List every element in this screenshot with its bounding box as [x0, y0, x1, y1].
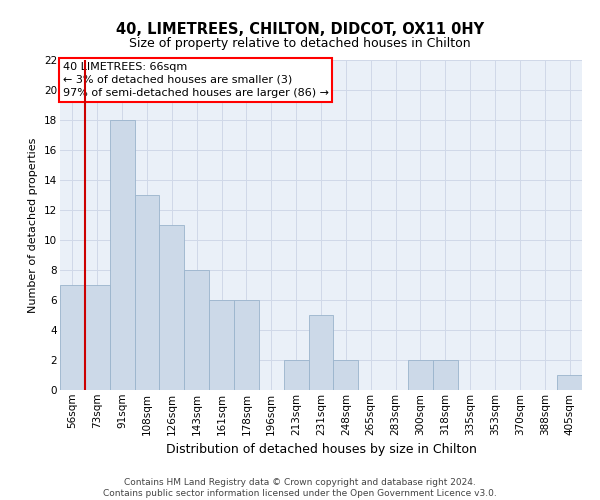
Bar	[557, 375, 582, 390]
Bar	[308, 315, 334, 390]
X-axis label: Distribution of detached houses by size in Chilton: Distribution of detached houses by size …	[166, 443, 476, 456]
Bar	[134, 195, 160, 390]
Bar	[234, 300, 259, 390]
Text: 40, LIMETREES, CHILTON, DIDCOT, OX11 0HY: 40, LIMETREES, CHILTON, DIDCOT, OX11 0HY	[116, 22, 484, 38]
Text: Size of property relative to detached houses in Chilton: Size of property relative to detached ho…	[129, 38, 471, 51]
Bar	[60, 285, 85, 390]
Bar	[408, 360, 433, 390]
Bar	[284, 360, 308, 390]
Bar	[85, 285, 110, 390]
Text: 40 LIMETREES: 66sqm
← 3% of detached houses are smaller (3)
97% of semi-detached: 40 LIMETREES: 66sqm ← 3% of detached hou…	[62, 62, 329, 98]
Bar	[184, 270, 209, 390]
Bar	[160, 225, 184, 390]
Bar	[334, 360, 358, 390]
Bar	[209, 300, 234, 390]
Bar	[110, 120, 134, 390]
Y-axis label: Number of detached properties: Number of detached properties	[28, 138, 38, 312]
Bar	[433, 360, 458, 390]
Text: Contains HM Land Registry data © Crown copyright and database right 2024.
Contai: Contains HM Land Registry data © Crown c…	[103, 478, 497, 498]
